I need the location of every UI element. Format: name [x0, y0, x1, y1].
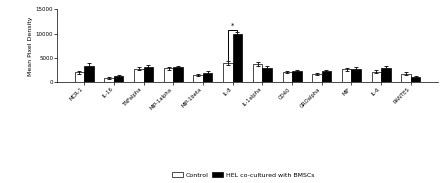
Bar [164, 68, 173, 82]
Bar [351, 69, 361, 82]
Bar [194, 75, 203, 82]
Legend: Control, HEL co-cultured with BMSCs: Control, HEL co-cultured with BMSCs [172, 172, 314, 178]
Bar [282, 72, 292, 82]
Bar [312, 74, 322, 82]
Bar [173, 67, 183, 82]
Text: *: * [231, 23, 234, 29]
Bar [75, 72, 84, 82]
Bar [203, 73, 213, 82]
Bar [292, 71, 301, 82]
Bar [104, 78, 114, 82]
Bar [84, 66, 94, 82]
Bar [253, 64, 263, 82]
Bar [144, 67, 153, 82]
Bar [263, 68, 272, 82]
Bar [223, 63, 232, 82]
Bar [114, 76, 123, 82]
Bar [232, 34, 242, 82]
Bar [322, 71, 331, 82]
Bar [134, 69, 144, 82]
Bar [401, 74, 411, 82]
Bar [411, 77, 420, 82]
Bar [372, 72, 381, 82]
Bar [342, 69, 351, 82]
Bar [381, 68, 391, 82]
Y-axis label: Mean Pixel Density: Mean Pixel Density [28, 16, 33, 76]
